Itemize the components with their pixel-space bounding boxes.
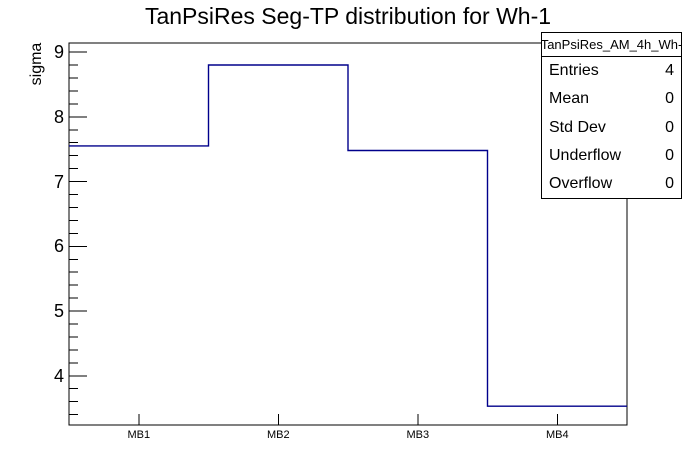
x-axis-bin-label: MB1 [127,429,151,441]
y-axis-tick-label: 6 [53,236,64,257]
y-axis-tick-label: 9 [53,42,64,63]
stats-value: 0 [665,174,674,192]
stats-label: Underflow [549,146,622,164]
y-axis-tick-label: 8 [53,106,64,127]
histogram-line [69,64,627,407]
x-axis-bin-label: MB4 [545,429,569,441]
stats-box-rows: Entries 4 Mean 0 Std Dev 0 Underflow 0 O… [542,57,681,198]
stats-row-overflow: Overflow 0 [542,170,681,198]
stats-row-underflow: Underflow 0 [542,142,681,170]
x-axis-bin-label: MB3 [406,429,430,441]
chart-title: TanPsiRes Seg-TP distribution for Wh-1 [144,3,552,29]
stats-label: Overflow [549,174,613,192]
stats-box-title: hTanPsiRes_AM_4h_Wh-1 [542,33,681,57]
y-axis-tick-label: 5 [53,301,64,322]
stats-row-mean: Mean 0 [542,85,681,113]
stats-value: 0 [665,118,674,136]
stats-value: 0 [665,90,674,108]
stats-value: 0 [665,146,674,164]
stats-box: hTanPsiRes_AM_4h_Wh-1 Entries 4 Mean 0 S… [541,32,682,199]
stats-label: Mean [549,90,590,108]
plot-frame [68,42,628,426]
stats-value: 4 [665,62,674,80]
x-axis-bin-label: MB2 [266,429,290,441]
y-axis-tick-label: 7 [53,171,64,192]
y-axis-tick-label: 4 [53,365,64,386]
stats-label: Std Dev [549,118,606,136]
stats-row-stddev: Std Dev 0 [542,113,681,141]
stats-row-entries: Entries 4 [542,57,681,85]
stats-label: Entries [549,62,599,80]
